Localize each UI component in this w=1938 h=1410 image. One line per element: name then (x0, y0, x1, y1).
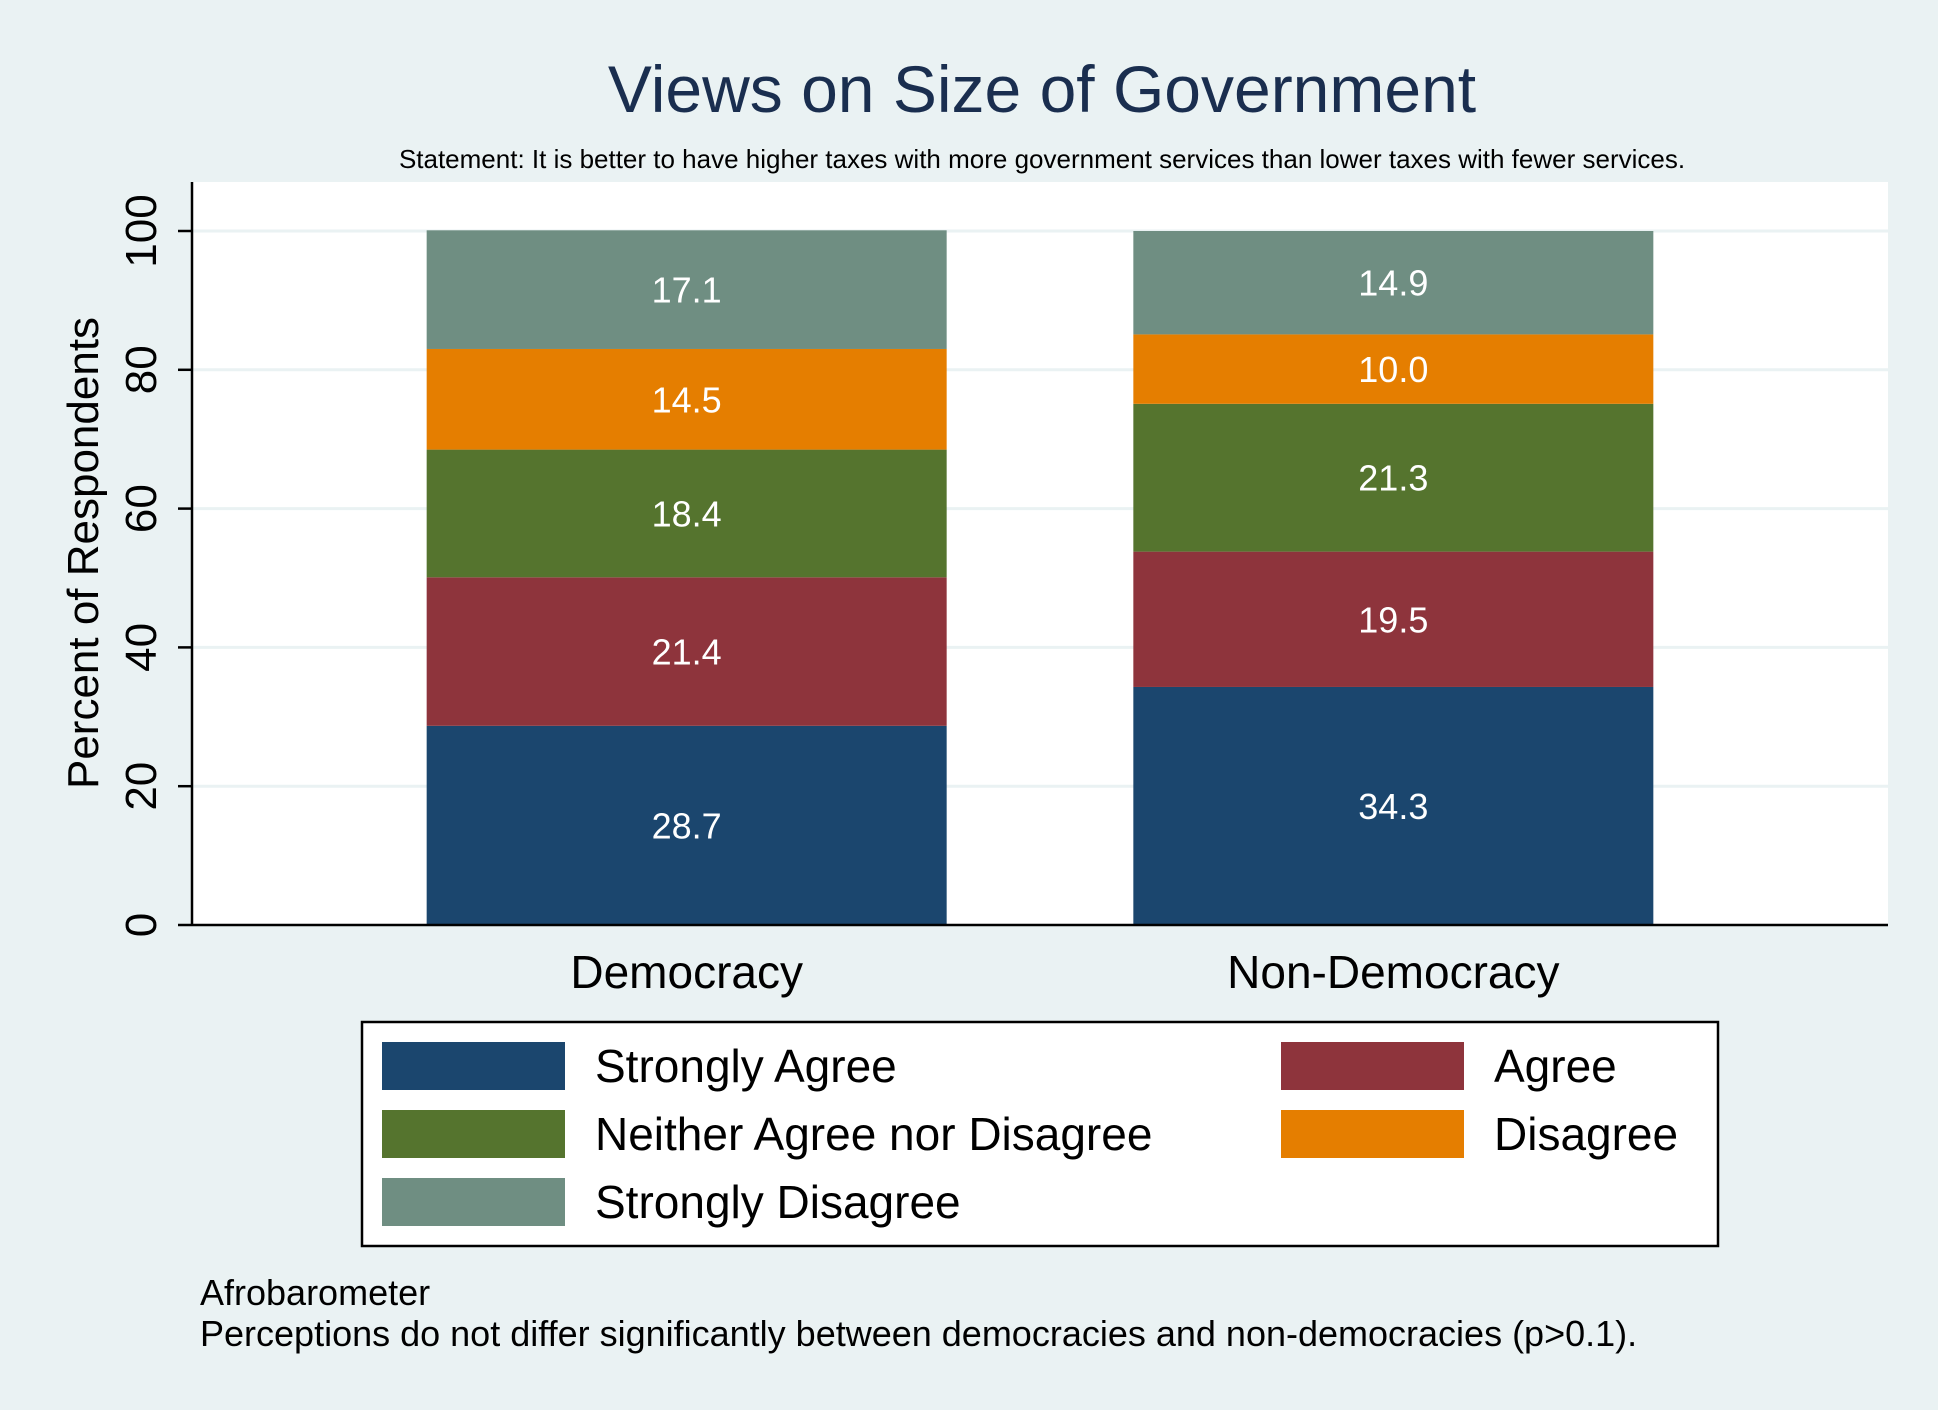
bar-value-label: 19.5 (1358, 599, 1428, 640)
bar-labels: 28.7 21.4 18.4 14.5 17.1 34.3 19.5 21.3 10.0 14.9 (652, 263, 1429, 847)
legend-swatch (382, 1042, 565, 1090)
chart-title: Views on Size of Government (608, 52, 1476, 126)
legend-label: Strongly Disagree (595, 1176, 961, 1228)
y-tick-label: 60 (117, 484, 166, 533)
legend-label: Agree (1494, 1040, 1617, 1092)
legend (360, 1020, 1720, 1248)
bars (426, 230, 1654, 925)
bar-segment (426, 230, 947, 349)
legend-swatch (1281, 1110, 1464, 1158)
y-axis-label: Percent of Respondents (59, 317, 108, 789)
y-tick-label: 80 (117, 345, 166, 394)
bar-segment (426, 348, 947, 450)
y-tick-label: 40 (117, 623, 166, 672)
bar-segment (1133, 551, 1654, 687)
bar-value-label: 10.0 (1358, 349, 1428, 390)
y-ticks: 0 20 40 60 80 100 (117, 194, 192, 937)
y-tick-label: 20 (117, 762, 166, 811)
bar-segment (426, 725, 947, 925)
y-tick-label: 0 (117, 913, 166, 937)
bar-segment (426, 449, 947, 578)
bar-value-label: 14.5 (652, 379, 722, 420)
y-tick-label: 100 (117, 194, 166, 267)
category-labels: Democracy Non-Democracy (570, 946, 1559, 998)
bar-value-label: 28.7 (652, 805, 722, 846)
bar-segment (1133, 231, 1654, 335)
bar-value-label: 34.3 (1358, 786, 1428, 827)
chart-subtitle: Statement: It is better to have higher t… (399, 144, 1685, 174)
legend-items: Strongly Agree Agree Neither Agree nor Dis… (382, 1040, 1678, 1228)
legend-swatch (382, 1178, 565, 1226)
category-label: Democracy (570, 946, 803, 998)
note-significance: Perceptions do not differ significantly … (200, 1313, 1637, 1354)
legend-swatch (382, 1110, 565, 1158)
bar-value-label: 14.9 (1358, 263, 1428, 304)
bar-segment (426, 577, 947, 726)
bar-value-label: 17.1 (652, 270, 722, 311)
bar-segment (1133, 334, 1654, 404)
legend-label: Strongly Agree (595, 1040, 897, 1092)
category-label: Non-Democracy (1227, 946, 1559, 998)
note-source: Afrobarometer (200, 1272, 430, 1313)
bar-segment (1133, 686, 1654, 925)
bar-value-label: 21.3 (1358, 458, 1428, 499)
legend-swatch (1281, 1042, 1464, 1090)
bar-value-label: 21.4 (652, 632, 722, 673)
bar-segment (1133, 403, 1654, 552)
bar-value-label: 18.4 (652, 493, 722, 534)
legend-label: Disagree (1494, 1108, 1678, 1160)
legend-label: Neither Agree nor Disagree (595, 1108, 1152, 1160)
